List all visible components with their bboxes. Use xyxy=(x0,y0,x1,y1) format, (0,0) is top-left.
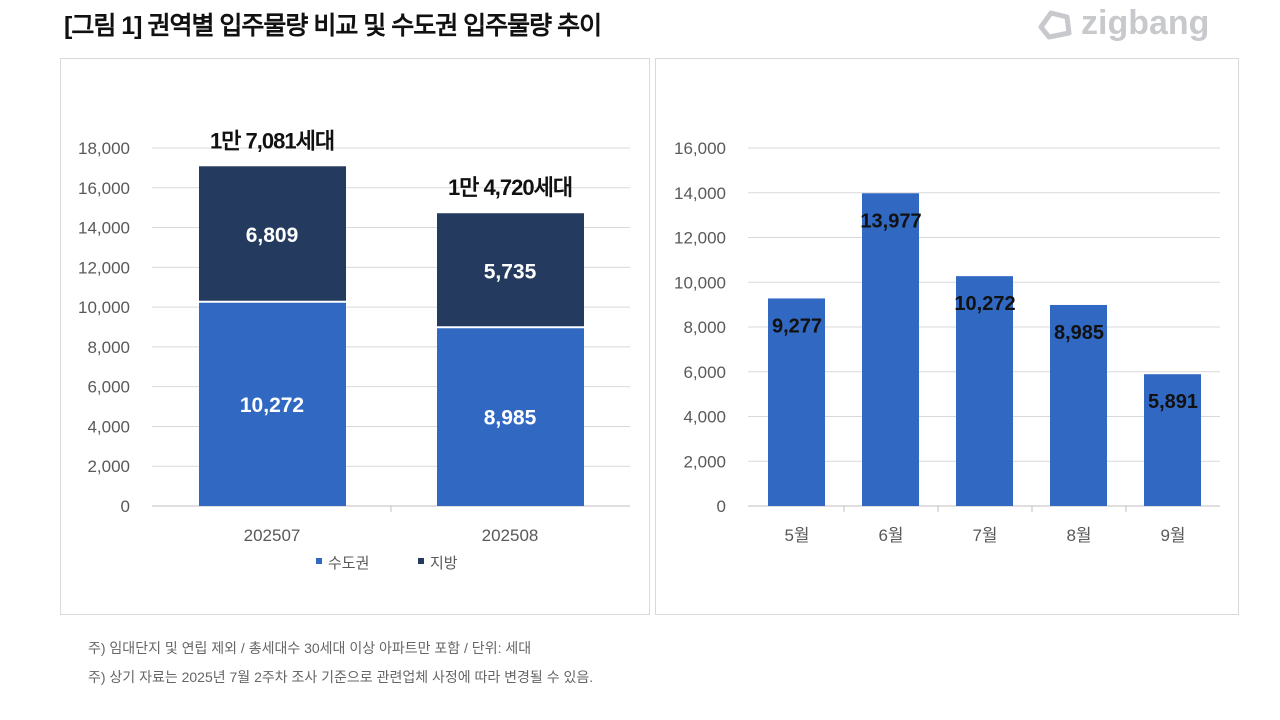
value-label: 8,985 xyxy=(484,407,537,430)
y-tick-label: 12,000 xyxy=(674,229,726,248)
y-tick-label: 10,000 xyxy=(78,298,130,317)
y-tick-label: 4,000 xyxy=(87,417,130,436)
legend-swatch xyxy=(418,558,424,564)
zigbang-logo: zigbang xyxy=(1035,4,1209,43)
y-tick-label: 2,000 xyxy=(683,452,726,471)
value-label: 8,985 xyxy=(1054,322,1104,344)
total-label: 1만 7,081세대 xyxy=(210,128,334,153)
value-label: 6,809 xyxy=(246,224,299,247)
legend-swatch xyxy=(316,558,322,564)
bar-month xyxy=(862,193,919,506)
monthly-chart-panel xyxy=(655,58,1239,615)
x-tick-label: 5월 xyxy=(784,526,809,545)
y-tick-label: 16,000 xyxy=(674,139,726,158)
legend-label: 수도권 xyxy=(328,555,369,572)
x-tick-label: 9월 xyxy=(1160,526,1185,545)
value-label: 10,272 xyxy=(954,293,1015,315)
bar-month xyxy=(1144,374,1201,506)
value-label: 9,277 xyxy=(772,315,822,337)
x-tick-label: 8월 xyxy=(1066,526,1091,545)
value-label: 5,735 xyxy=(484,260,537,283)
bar-regional xyxy=(199,166,346,302)
x-tick-label: 202507 xyxy=(244,526,301,545)
y-tick-label: 6,000 xyxy=(87,378,130,397)
zigbang-logo-icon xyxy=(1038,10,1072,39)
value-label: 5,891 xyxy=(1148,391,1198,413)
value-label: 10,272 xyxy=(240,394,304,417)
total-label: 1만 4,720세대 xyxy=(448,175,572,200)
footnote-2: 주) 상기 자료는 2025년 7월 2주차 조사 기준으로 관련업체 사정에 … xyxy=(88,669,594,685)
bar-month xyxy=(768,298,825,506)
y-tick-label: 12,000 xyxy=(78,258,130,277)
y-tick-label: 14,000 xyxy=(78,219,130,238)
y-tick-label: 14,000 xyxy=(674,184,726,203)
y-tick-label: 8,000 xyxy=(683,318,726,337)
x-tick-label: 7월 xyxy=(972,526,997,545)
bar-capital xyxy=(437,327,584,506)
y-tick-label: 16,000 xyxy=(78,179,130,198)
value-label: 13,977 xyxy=(860,210,921,232)
y-tick-label: 18,000 xyxy=(78,139,130,158)
logo-text: zigbang xyxy=(1081,4,1210,42)
y-tick-label: 6,000 xyxy=(683,363,726,382)
x-tick-label: 6월 xyxy=(878,526,903,545)
y-tick-label: 0 xyxy=(121,497,130,516)
bar-capital xyxy=(199,301,346,506)
bar-month xyxy=(1050,304,1107,506)
y-tick-label: 2,000 xyxy=(87,457,130,476)
regional-chart-panel xyxy=(60,58,650,615)
y-tick-label: 0 xyxy=(717,497,726,516)
bar-month xyxy=(956,276,1013,506)
y-tick-label: 4,000 xyxy=(683,408,726,427)
legend-label: 지방 xyxy=(430,555,458,572)
y-tick-label: 8,000 xyxy=(87,338,130,357)
y-tick-label: 10,000 xyxy=(674,273,726,292)
x-tick-label: 202508 xyxy=(482,526,539,545)
bar-regional xyxy=(437,213,584,328)
figure-title: [그림 1] 권역별 입주물량 비교 및 수도권 입주물량 추이 xyxy=(64,12,602,40)
footnote-1: 주) 임대단지 및 연립 제외 / 총세대수 30세대 이상 아파트만 포함 /… xyxy=(88,640,532,656)
